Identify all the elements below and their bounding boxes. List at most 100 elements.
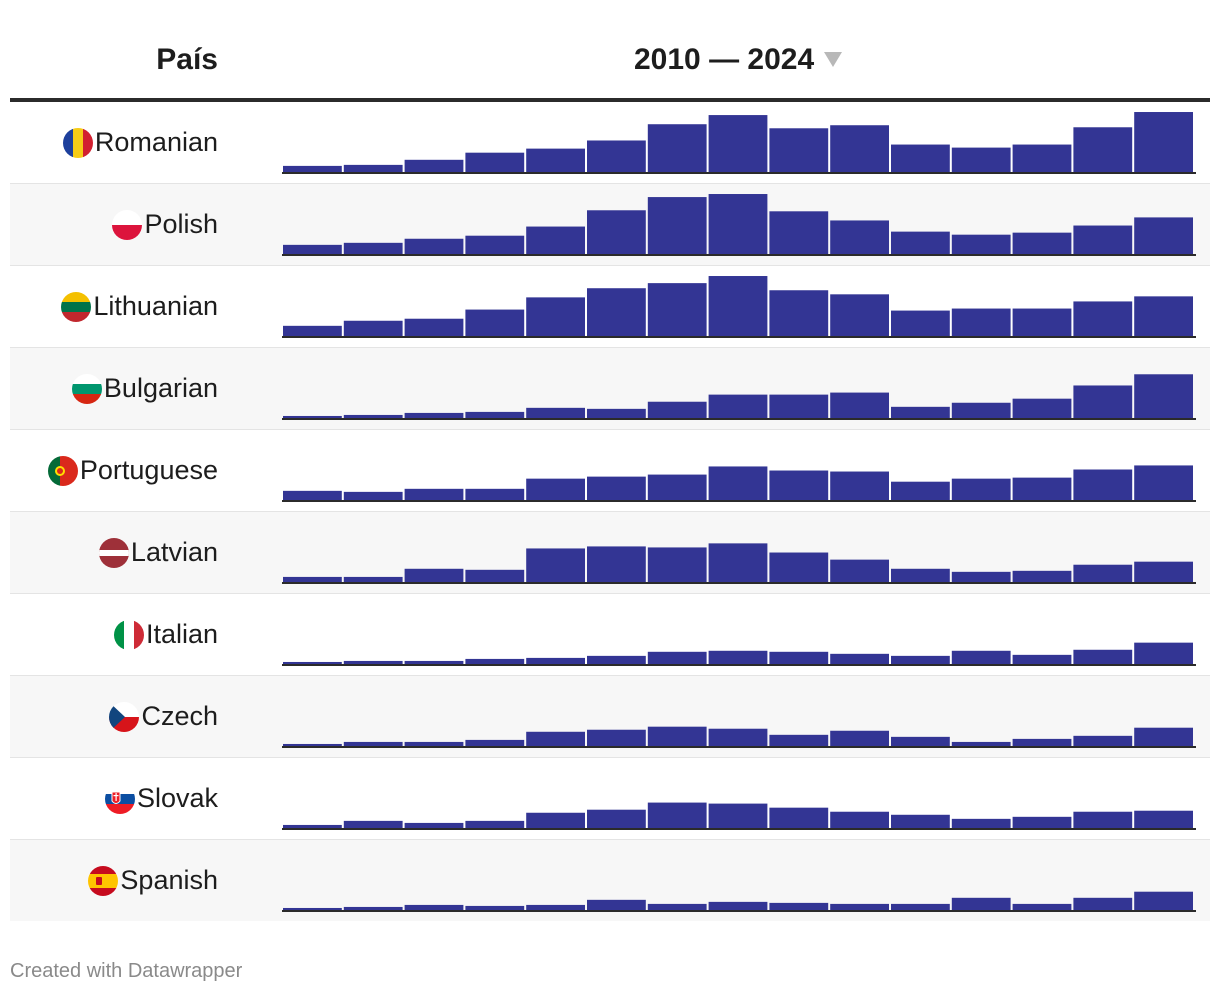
bar-2015[interactable] <box>587 899 646 910</box>
bar-2015[interactable] <box>587 655 646 664</box>
bar-2015[interactable] <box>587 546 646 582</box>
bar-2018[interactable] <box>769 470 829 500</box>
bar-2015[interactable] <box>587 729 646 746</box>
bar-2024[interactable] <box>1134 112 1193 172</box>
bar-2018[interactable] <box>769 394 829 418</box>
bar-2021[interactable] <box>951 650 1011 664</box>
bar-2016[interactable] <box>647 726 707 746</box>
bar-2022[interactable] <box>1012 398 1072 418</box>
bar-2021[interactable] <box>951 147 1011 172</box>
bar-2023[interactable] <box>1073 385 1133 418</box>
bar-2011[interactable] <box>343 320 403 336</box>
bar-2021[interactable] <box>951 308 1011 336</box>
bar-2010[interactable] <box>283 244 342 254</box>
bar-2017[interactable] <box>708 276 768 336</box>
bar-2014[interactable] <box>526 904 585 910</box>
bar-2020[interactable] <box>891 481 950 500</box>
bar-2017[interactable] <box>708 650 768 664</box>
bar-2016[interactable] <box>647 197 707 254</box>
bar-2012[interactable] <box>404 904 464 910</box>
bar-2023[interactable] <box>1073 301 1133 336</box>
bar-2021[interactable] <box>951 897 1011 910</box>
bar-2019[interactable] <box>830 653 889 664</box>
bar-2013[interactable] <box>465 235 525 254</box>
bar-2010[interactable] <box>283 490 342 500</box>
bar-2015[interactable] <box>587 809 646 828</box>
bar-2022[interactable] <box>1012 738 1072 746</box>
bar-2020[interactable] <box>891 568 950 582</box>
bar-2024[interactable] <box>1134 891 1193 910</box>
bar-2012[interactable] <box>404 741 464 746</box>
bar-2024[interactable] <box>1134 727 1193 746</box>
bar-2023[interactable] <box>1073 469 1133 501</box>
bar-2014[interactable] <box>526 148 585 172</box>
bar-2011[interactable] <box>343 820 403 828</box>
sort-descending-icon[interactable] <box>824 51 843 67</box>
bar-2023[interactable] <box>1073 811 1133 828</box>
bar-2023[interactable] <box>1073 897 1133 910</box>
bar-2011[interactable] <box>343 491 403 500</box>
bar-2013[interactable] <box>465 658 525 664</box>
bar-2013[interactable] <box>465 739 525 746</box>
bar-2014[interactable] <box>526 548 585 582</box>
bar-2019[interactable] <box>830 559 889 582</box>
bar-2019[interactable] <box>830 125 889 172</box>
bar-2011[interactable] <box>343 414 403 418</box>
bar-2019[interactable] <box>830 811 889 828</box>
bar-2019[interactable] <box>830 294 889 336</box>
bar-2015[interactable] <box>587 140 646 172</box>
bar-2022[interactable] <box>1012 570 1072 582</box>
bar-2011[interactable] <box>343 660 403 664</box>
bar-2020[interactable] <box>891 655 950 664</box>
range-column-header[interactable]: 2010 — 2024 <box>634 43 843 77</box>
bar-2020[interactable] <box>891 310 950 336</box>
bar-2017[interactable] <box>708 803 768 828</box>
bar-2022[interactable] <box>1012 654 1072 664</box>
bar-2014[interactable] <box>526 478 585 500</box>
bar-2013[interactable] <box>465 152 525 172</box>
bar-2010[interactable] <box>283 907 342 910</box>
bar-2024[interactable] <box>1134 465 1193 500</box>
bar-2018[interactable] <box>769 734 829 746</box>
bar-2011[interactable] <box>343 741 403 746</box>
bar-2021[interactable] <box>951 402 1011 418</box>
bar-2017[interactable] <box>708 543 768 582</box>
bar-2024[interactable] <box>1134 374 1193 418</box>
bar-2023[interactable] <box>1073 649 1133 664</box>
bar-2012[interactable] <box>404 822 464 828</box>
bar-2016[interactable] <box>647 474 707 500</box>
bar-2016[interactable] <box>647 651 707 664</box>
bar-2015[interactable] <box>587 288 646 336</box>
bar-2016[interactable] <box>647 401 707 418</box>
bar-2016[interactable] <box>647 547 707 582</box>
bar-2019[interactable] <box>830 392 889 418</box>
bar-2020[interactable] <box>891 903 950 910</box>
bar-2015[interactable] <box>587 210 646 254</box>
bar-2017[interactable] <box>708 194 768 254</box>
bar-2012[interactable] <box>404 159 464 172</box>
bar-2012[interactable] <box>404 568 464 582</box>
bar-2018[interactable] <box>769 290 829 336</box>
bar-2022[interactable] <box>1012 144 1072 172</box>
bar-2020[interactable] <box>891 406 950 418</box>
bar-2024[interactable] <box>1134 217 1193 254</box>
bar-2022[interactable] <box>1012 477 1072 500</box>
bar-2015[interactable] <box>587 408 646 418</box>
bar-2013[interactable] <box>465 905 525 910</box>
bar-2019[interactable] <box>830 903 889 910</box>
bar-2017[interactable] <box>708 466 768 500</box>
bar-2016[interactable] <box>647 903 707 910</box>
bar-2023[interactable] <box>1073 225 1133 254</box>
bar-2019[interactable] <box>830 730 889 746</box>
bar-2010[interactable] <box>283 576 342 582</box>
bar-2024[interactable] <box>1134 810 1193 828</box>
bar-2020[interactable] <box>891 736 950 746</box>
bar-2012[interactable] <box>404 660 464 664</box>
bar-2023[interactable] <box>1073 735 1133 746</box>
bar-2019[interactable] <box>830 471 889 500</box>
bar-2013[interactable] <box>465 820 525 828</box>
bar-2018[interactable] <box>769 651 829 664</box>
bar-2011[interactable] <box>343 576 403 582</box>
bar-2018[interactable] <box>769 211 829 254</box>
bar-2020[interactable] <box>891 231 950 254</box>
